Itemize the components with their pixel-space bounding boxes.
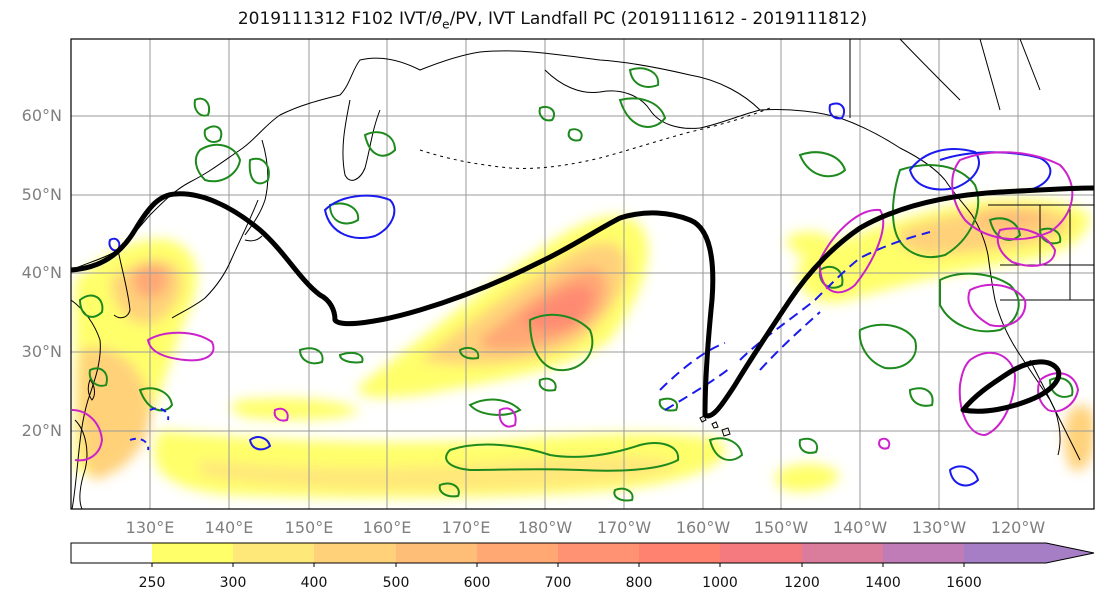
- colorbar-tick-label: 1400: [865, 575, 901, 591]
- colorbar-tick-label: 250: [138, 575, 166, 591]
- lon-label: 150°W: [753, 518, 809, 537]
- lon-label: 150°E: [284, 518, 334, 537]
- lat-label: 40°N: [21, 263, 62, 282]
- lon-label: 130°E: [125, 518, 175, 537]
- lon-label: 160°E: [362, 518, 412, 537]
- map-title: 2019111312 F102 IVT/θe/PV, IVT Landfall …: [237, 9, 868, 32]
- lat-label: 30°N: [21, 342, 62, 361]
- lon-label: 180°W: [517, 518, 573, 537]
- lon-label: 140°E: [204, 518, 254, 537]
- map-plot-area: [71, 39, 1094, 509]
- lon-label: 170°W: [596, 518, 652, 537]
- positive-contours: [71, 151, 1080, 462]
- lat-label: 50°N: [21, 185, 62, 204]
- lat-label: 60°N: [21, 106, 62, 125]
- colorbar-tick-label: 500: [382, 575, 410, 591]
- lon-label: 130°W: [911, 518, 967, 537]
- lon-label: 160°W: [675, 518, 731, 537]
- lat-label: 20°N: [21, 421, 62, 440]
- ivt-shading: [75, 198, 1094, 499]
- pv-contours: [78, 67, 1074, 502]
- map-frame: [70, 38, 1095, 510]
- gridlines: [71, 39, 1094, 509]
- colorbar-tick-label: 600: [463, 575, 491, 591]
- jet-contours: [71, 185, 1094, 419]
- colorbar-tick-label: 1200: [784, 575, 820, 591]
- colorbar-tick-label: 800: [625, 575, 653, 591]
- coastlines: [71, 39, 1094, 509]
- lon-label: 140°W: [832, 518, 888, 537]
- colorbar-tick-label: 400: [300, 575, 328, 591]
- colorbar: [70, 542, 1095, 567]
- colorbar-tick-label: 700: [544, 575, 572, 591]
- colorbar-tick-label: 1000: [702, 575, 738, 591]
- lon-label: 120°W: [990, 518, 1046, 537]
- lon-label: 170°E: [441, 518, 491, 537]
- colorbar-tick-label: 1600: [946, 575, 982, 591]
- colorbar-tick-label: 300: [219, 575, 247, 591]
